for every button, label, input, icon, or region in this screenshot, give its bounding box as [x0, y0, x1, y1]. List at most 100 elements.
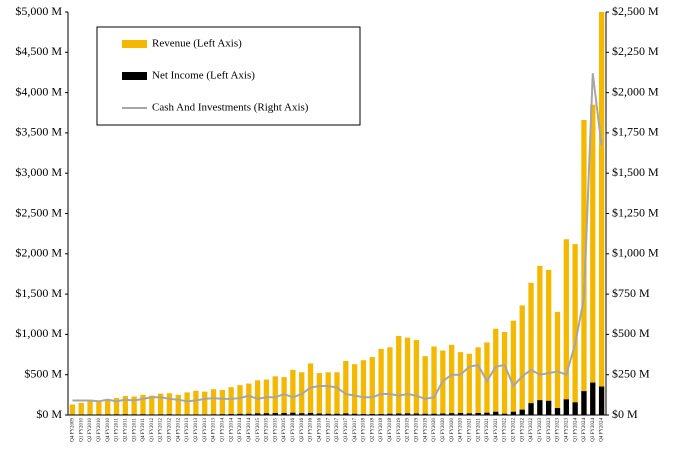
x-tick-label: Q2 FY2018 — [370, 418, 375, 442]
bar — [334, 413, 340, 415]
bar — [281, 412, 287, 415]
y-tick-label: $3,000 M — [15, 165, 62, 179]
bar — [510, 320, 517, 415]
bar — [122, 396, 128, 415]
y2-tick-label: $1,000 M — [612, 246, 659, 260]
x-tick-label: Q3 FY2017 — [344, 418, 349, 442]
bar — [325, 413, 331, 415]
x-tick-label: Q4 FY2009 — [71, 418, 76, 442]
bar — [140, 394, 146, 415]
x-tick-label: Q1 FY2019 — [397, 418, 402, 442]
y-tick-label: $4,000 M — [15, 84, 62, 98]
bar — [290, 412, 296, 415]
bar — [351, 413, 358, 415]
y2-tick-label: $1,250 M — [612, 205, 659, 219]
bar — [404, 337, 411, 415]
bar — [466, 353, 472, 415]
bar — [325, 372, 331, 415]
bar — [105, 399, 111, 415]
x-tick-label: Q2 FY2021 — [476, 418, 481, 442]
y-tick-label: $0 M — [36, 407, 62, 421]
x-tick-label: Q2 FY2013 — [194, 418, 199, 442]
x-tick-label: Q4 FY2024 — [600, 418, 605, 442]
x-tick-label: Q4 FY2019 — [423, 418, 428, 442]
y2-tick-label: $0 M — [612, 407, 638, 421]
x-tick-label: Q1 FY2010 — [79, 418, 84, 442]
x-tick-label: Q1 FY2016 — [291, 418, 296, 442]
bar — [166, 393, 173, 415]
x-tick-label: Q4 FY2015 — [282, 418, 287, 442]
y2-tick-label: $250 M — [612, 366, 650, 380]
bar — [237, 413, 243, 415]
bar — [343, 413, 349, 415]
x-tick-label: Q2 FY2019 — [406, 418, 411, 442]
x-tick-label: Q1 FY2012 — [150, 418, 155, 442]
bar — [510, 411, 517, 415]
bar — [449, 413, 455, 415]
bar — [431, 346, 437, 415]
bar — [440, 413, 446, 415]
x-tick-label: Q2 FY2011 — [123, 418, 128, 442]
bar — [175, 394, 181, 415]
x-tick-label: Q2 FY2015 — [265, 418, 270, 442]
x-tick-label: Q3 FY2015 — [273, 418, 278, 442]
bar — [590, 382, 596, 415]
bar — [466, 413, 472, 415]
x-tick-label: Q4 FY2021 — [494, 418, 499, 442]
bar — [184, 392, 190, 415]
bar — [581, 120, 587, 415]
bar — [113, 398, 120, 415]
legend-label: Net Income (Left Axis) — [152, 70, 255, 82]
y2-tick-label: $750 M — [612, 286, 650, 300]
legend-swatch — [122, 72, 147, 80]
bar — [316, 373, 323, 415]
bar — [351, 364, 358, 415]
x-tick-label: Q4 FY2020 — [459, 418, 464, 442]
bar — [263, 413, 270, 415]
x-tick-label: Q3 FY2014 — [238, 418, 243, 442]
x-tick-label: Q4 FY2014 — [247, 418, 252, 442]
bar — [563, 239, 569, 415]
bar — [254, 413, 261, 415]
x-tick-label: Q1 FY2024 — [573, 418, 578, 442]
bar — [272, 413, 278, 415]
x-tick-label: Q3 FY2021 — [485, 418, 490, 442]
bar — [87, 401, 93, 415]
bar — [475, 412, 481, 415]
bar — [228, 387, 234, 415]
x-tick-label: Q4 FY2012 — [176, 418, 181, 442]
line — [72, 73, 603, 403]
x-tick-label: Q3 FY2011 — [132, 418, 137, 442]
bars — [69, 12, 605, 415]
y-tick-label: $5,000 M — [15, 4, 62, 18]
x-tick-label: Q3 FY2024 — [591, 418, 596, 442]
bar — [246, 383, 252, 415]
bar — [546, 400, 552, 415]
y-tick-label: $4,500 M — [15, 44, 62, 58]
x-tick-label: Q1 FY2020 — [432, 418, 437, 442]
y2-tick-label: $2,250 M — [612, 44, 659, 58]
y-tick-label: $2,000 M — [15, 246, 62, 260]
x-tick-label: Q4 FY2017 — [353, 418, 358, 442]
y-tick-label: $500 M — [24, 366, 62, 380]
x-tick-label: Q1 FY2022 — [503, 418, 508, 442]
bar — [484, 342, 490, 415]
bar — [396, 336, 402, 415]
x-tick-label: Q3 FY2010 — [97, 418, 102, 442]
legend-label: Cash And Investments (Right Axis) — [152, 102, 309, 114]
bar — [572, 244, 578, 415]
x-tick-label: Q1 FY2014 — [220, 418, 225, 442]
x-tick-label: Q2 FY2022 — [512, 418, 517, 442]
bar — [519, 409, 525, 415]
legend-swatch — [122, 40, 147, 48]
x-tick-label: Q3 FY2013 — [203, 418, 208, 442]
x-tick-label: Q2 FY2016 — [300, 418, 305, 442]
bar — [237, 385, 243, 415]
bar — [537, 400, 543, 415]
bar — [387, 413, 393, 415]
bar — [210, 389, 217, 415]
y2-tick-label: $500 M — [612, 326, 650, 340]
bar — [396, 413, 402, 415]
bar — [360, 360, 367, 415]
bar — [554, 311, 561, 415]
